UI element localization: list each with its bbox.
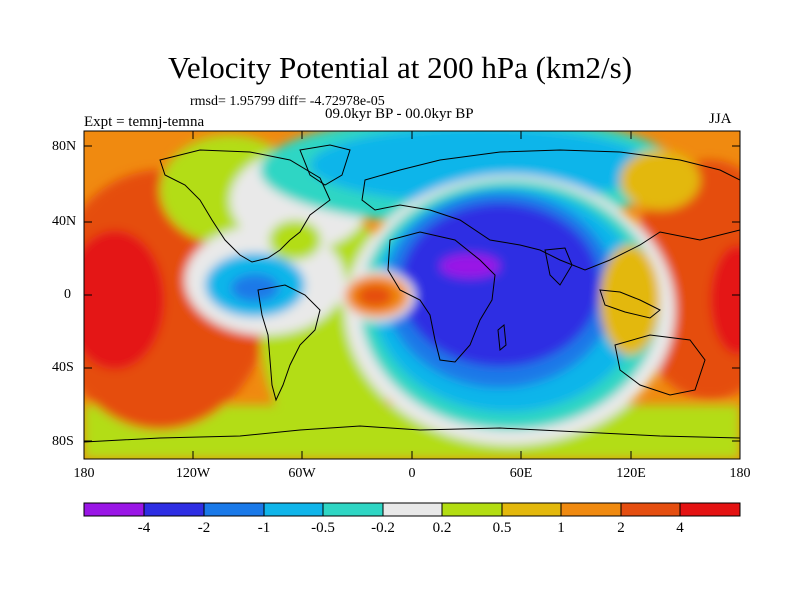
coast-africa	[387, 231, 496, 363]
experiment-label: Expt = temnj-temna	[84, 114, 205, 130]
colorbar-swatch-6	[383, 503, 442, 516]
lat-label-40n: 40N	[52, 214, 77, 229]
colorbar-swatch-9	[561, 503, 621, 516]
colorbar-label: 4	[676, 520, 684, 536]
coast-north-america	[159, 149, 331, 263]
lat-label-80s: 80S	[52, 434, 74, 449]
colorbar-label: -1	[257, 520, 271, 536]
colorbar-swatch-3	[204, 503, 264, 516]
coast-madagascar	[497, 324, 507, 351]
coast-south-america	[257, 284, 321, 402]
colorbar-swatch-2	[144, 503, 204, 516]
colorbar-swatch-11	[680, 503, 740, 516]
coastlines	[84, 144, 740, 443]
lat-label-40s: 40S	[52, 360, 74, 375]
colorbar-label: -4	[137, 520, 151, 536]
lon-label-0: 0	[408, 466, 416, 481]
lon-label-120w: 120W	[175, 466, 211, 481]
contour-pacific-4	[84, 230, 165, 370]
coast-india	[544, 247, 573, 286]
lon-label-180w: 180	[73, 466, 95, 481]
lon-label-120e: 120E	[616, 466, 646, 481]
colorbar-label: 2	[617, 520, 625, 536]
coast-australia	[614, 334, 706, 396]
contour-caribbean-blue	[231, 274, 279, 302]
axis-ticks	[84, 131, 740, 459]
contour-np-yellow	[620, 150, 700, 210]
coast-maritime	[599, 289, 661, 319]
colorbar-swatch-8	[502, 503, 561, 516]
colorbar-label: 0.2	[432, 520, 452, 536]
colorbar-swatch-7	[442, 503, 502, 516]
coast-eurasia	[361, 149, 740, 271]
coast-greenland	[299, 144, 351, 186]
colorbar-label: -2	[197, 520, 211, 536]
contour-gulf-green	[269, 220, 321, 260]
lon-label-60w: 60W	[288, 466, 316, 481]
colorbar-label: -0.2	[371, 520, 395, 536]
contour-maritime-yellow	[600, 245, 660, 355]
colorbar-label: -0.5	[311, 520, 335, 536]
lon-label-60e: 60E	[509, 466, 533, 481]
coast-antarctica	[84, 425, 740, 443]
contour-ind-purple	[440, 254, 500, 278]
colorbar-swatch-1	[84, 503, 144, 516]
season-label: JJA	[709, 111, 732, 127]
colorbar-swatch-10	[621, 503, 680, 516]
contour-ind-dark-blue	[400, 203, 600, 367]
contour-wpacific-4	[710, 245, 740, 355]
colorbar-swatch-5	[323, 503, 383, 516]
lon-label-180e: 180	[729, 466, 751, 481]
contour-atl-cell-red	[357, 285, 393, 307]
colorbar-label: 1	[557, 520, 565, 536]
lat-label-0: 0	[64, 287, 71, 302]
period-text: 09.0kyr BP - 00.0kyr BP	[325, 106, 474, 122]
colorbar-frame	[83, 502, 741, 517]
stats-text: rmsd= 1.95799 diff= -4.72978e-05	[190, 94, 385, 109]
colorbar-label: 0.5	[492, 520, 512, 536]
map-title: Velocity Potential at 200 hPa (km2/s)	[167, 50, 633, 85]
contour-field	[84, 131, 740, 459]
lat-label-80n: 80N	[52, 139, 77, 154]
colorbar	[83, 502, 741, 517]
colorbar-swatch-4	[264, 503, 323, 516]
